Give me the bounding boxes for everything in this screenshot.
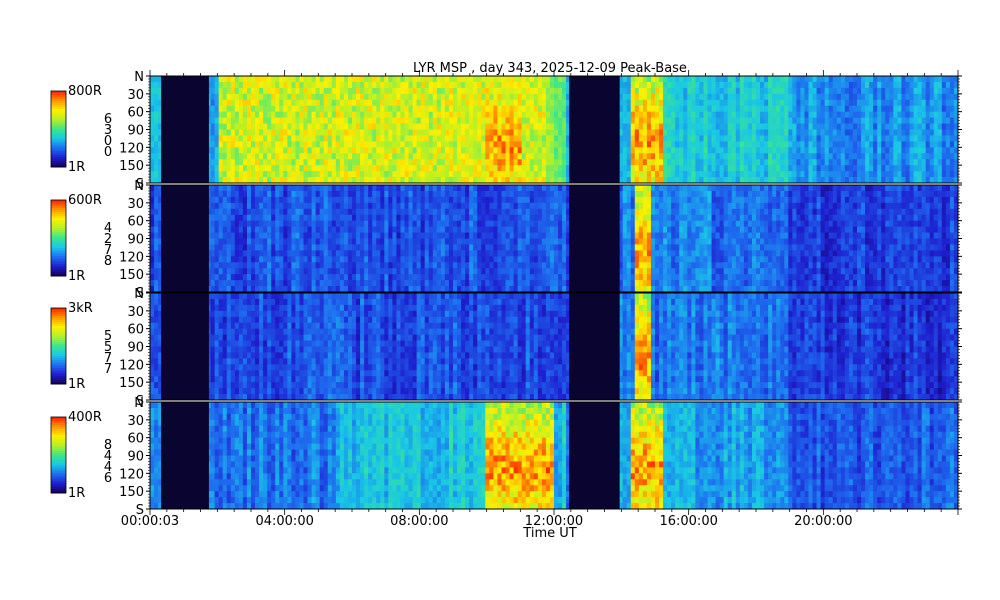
colorbar-max-label: 600R bbox=[68, 193, 102, 208]
y-tick-label: 120 bbox=[119, 141, 144, 156]
data-gap bbox=[569, 293, 620, 400]
x-tick-label: 20:00:00 bbox=[794, 514, 852, 529]
data-gap bbox=[569, 76, 620, 183]
wavelength-digit: 7 bbox=[104, 351, 112, 366]
colorbar-min-label: 1R bbox=[68, 160, 85, 175]
panel-2-image bbox=[150, 185, 958, 292]
y-tick-label: S bbox=[136, 503, 144, 518]
y-tick-label: 120 bbox=[119, 250, 144, 265]
y-tick-label: N bbox=[134, 70, 144, 85]
wavelength-digit: 2 bbox=[104, 232, 112, 247]
y-tick-label: 150 bbox=[119, 159, 144, 174]
y-tick-label: 60 bbox=[127, 106, 144, 121]
y-tick-label: 120 bbox=[119, 358, 144, 373]
data-gap bbox=[161, 185, 209, 292]
y-tick-label: N bbox=[134, 396, 144, 411]
colorbar-min-label: 1R bbox=[68, 269, 85, 284]
panel-1: N 30 60 90 120 150 S bbox=[119, 70, 962, 192]
y-tick-label: N bbox=[134, 179, 144, 194]
data-gap bbox=[161, 293, 209, 400]
colorbar-min-label: 1R bbox=[68, 486, 85, 501]
chart-title: LYR MSP , day 343, 2025-12-09 Peak-Base bbox=[413, 61, 687, 76]
colorbar-max-label: 800R bbox=[68, 84, 102, 99]
wavelength-digit: 8 bbox=[104, 438, 112, 453]
x-tick-label: 08:00:00 bbox=[390, 514, 448, 529]
colorbar-min-label: 1R bbox=[68, 377, 85, 392]
panel-3: N 30 60 90 120 150 S bbox=[119, 287, 962, 409]
x-tick-label: 16:00:00 bbox=[659, 514, 717, 529]
wavelength-digit: 0 bbox=[104, 145, 112, 160]
data-gap bbox=[569, 402, 620, 509]
wavelength-digit: 0 bbox=[104, 134, 112, 149]
colorbar-max-label: 3kR bbox=[68, 301, 93, 316]
y-tick-label: 90 bbox=[127, 233, 144, 248]
wavelength-digit: 6 bbox=[104, 471, 112, 486]
y-tick-label: 60 bbox=[127, 432, 144, 447]
wavelength-digit: 5 bbox=[104, 329, 112, 344]
wavelength-digit: 7 bbox=[104, 362, 112, 377]
y-tick-label: S bbox=[136, 177, 144, 192]
y-tick-label: 60 bbox=[127, 215, 144, 230]
y-tick-label: 30 bbox=[127, 197, 144, 212]
y-tick-label: 30 bbox=[127, 305, 144, 320]
y-tick-label: 90 bbox=[127, 341, 144, 356]
y-tick-label: 90 bbox=[127, 124, 144, 139]
y-tick-label: N bbox=[134, 287, 144, 302]
wavelength-digit: 4 bbox=[104, 221, 112, 236]
x-tick-label: 04:00:00 bbox=[255, 514, 313, 529]
y-tick-label: S bbox=[136, 394, 144, 409]
panel-4: N 30 60 90 120 150 S bbox=[119, 396, 962, 518]
wavelength-digit: 4 bbox=[104, 449, 112, 464]
panels-group: N306090120150SN306090120150SN30609012015… bbox=[119, 70, 962, 518]
x-tick-label: 00:00:03 bbox=[121, 514, 179, 529]
panel-3-image bbox=[150, 293, 958, 400]
y-tick-label: 90 bbox=[127, 450, 144, 465]
panel-2: N 30 60 90 120 150 S bbox=[119, 179, 962, 301]
wavelength-digit: 3 bbox=[104, 123, 112, 138]
wavelength-digit: 5 bbox=[104, 340, 112, 355]
y-tick-label: 150 bbox=[119, 268, 144, 283]
x-axis-label: Time UT bbox=[522, 526, 576, 541]
wavelength-digit: 6 bbox=[104, 112, 112, 127]
panel-1-image bbox=[150, 76, 958, 183]
y-tick-label: S bbox=[136, 286, 144, 301]
x-tick-label: 12:00:00 bbox=[525, 514, 583, 529]
wavelength-digit: 7 bbox=[104, 243, 112, 258]
colorbar-max-label: 400R bbox=[68, 410, 102, 425]
data-gap bbox=[569, 185, 620, 292]
y-tick-label: 60 bbox=[127, 323, 144, 338]
wavelength-digit: 8 bbox=[104, 254, 112, 269]
data-gap bbox=[161, 402, 209, 509]
wavelength-digit: 4 bbox=[104, 460, 112, 475]
panel-4-image bbox=[150, 402, 958, 509]
y-tick-label: 30 bbox=[127, 88, 144, 103]
y-tick-label: 30 bbox=[127, 414, 144, 429]
y-tick-label: 150 bbox=[119, 485, 144, 500]
data-gap bbox=[161, 76, 209, 183]
y-tick-label: 150 bbox=[119, 376, 144, 391]
y-tick-label: 120 bbox=[119, 467, 144, 482]
x-axis: 00:00:03 04:00:00 08:00:00 12:00:00 16:00:00… bbox=[121, 70, 959, 529]
